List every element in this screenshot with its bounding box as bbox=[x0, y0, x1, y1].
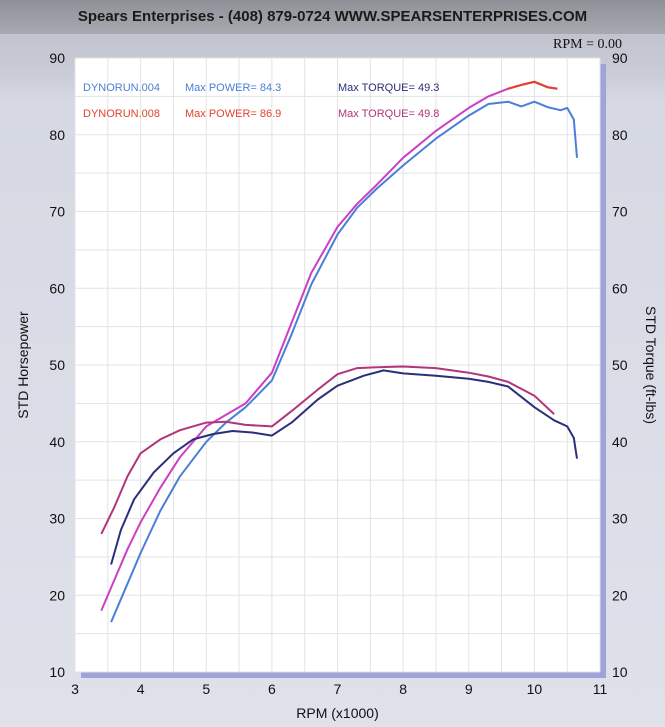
series-line-dynorun-004-power bbox=[110, 100, 578, 623]
x-axis-title: RPM (x1000) bbox=[296, 705, 378, 721]
rpm-readout: RPM = 0.00 bbox=[553, 37, 622, 52]
x-tick-label: 9 bbox=[465, 681, 473, 697]
series-line-dynorun-004-torque bbox=[110, 369, 578, 565]
y2-tick-label: 10 bbox=[612, 664, 628, 680]
x-tick-label: 8 bbox=[399, 681, 407, 697]
grid-lines bbox=[74, 57, 601, 673]
y-tick-label: 70 bbox=[49, 204, 65, 220]
y2-tick-label: 80 bbox=[612, 127, 628, 143]
y2-tick-label: 70 bbox=[612, 204, 628, 220]
x-tick-label: 3 bbox=[71, 681, 79, 697]
legend-max-torque-008: Max TORQUE= 49.8 bbox=[338, 108, 439, 120]
y2-tick-label: 40 bbox=[612, 434, 628, 450]
legend-max-power-008: Max POWER= 86.9 bbox=[185, 108, 281, 120]
y-tick-label: 90 bbox=[49, 50, 65, 66]
y-tick-label: 80 bbox=[49, 127, 65, 143]
x-tick-label: 7 bbox=[334, 681, 342, 697]
y2-tick-label: 90 bbox=[612, 50, 628, 66]
y-tick-label: 10 bbox=[49, 664, 65, 680]
chart-title: Spears Enterprises - (408) 879-0724 WWW.… bbox=[77, 8, 588, 25]
x-tick-label: 11 bbox=[593, 681, 608, 697]
y-tick-label: 50 bbox=[49, 357, 65, 373]
y-tick-label: 20 bbox=[49, 587, 65, 603]
y2-tick-label: 50 bbox=[612, 357, 628, 373]
series-line-dynorun-008-torque bbox=[100, 365, 555, 535]
y2-tick-label: 20 bbox=[612, 587, 628, 603]
x-tick-label: 4 bbox=[137, 681, 145, 697]
y-axis-title: STD Horsepower bbox=[15, 311, 31, 419]
series-layer bbox=[100, 80, 578, 623]
legend-run-004: DYNORUN.004 bbox=[83, 82, 160, 94]
y-tick-label: 60 bbox=[49, 280, 65, 296]
y2-axis-title: STD Torque (ft-lbs) bbox=[643, 306, 659, 424]
series-peak-dynorun-008-power bbox=[507, 80, 558, 90]
x-tick-label: 5 bbox=[202, 681, 210, 697]
legend-run-008: DYNORUN.008 bbox=[83, 108, 160, 120]
legend: DYNORUN.004 Max POWER= 84.3 Max TORQUE= … bbox=[83, 82, 439, 120]
y2-tick-label: 30 bbox=[612, 511, 628, 527]
y-tick-label: 40 bbox=[49, 434, 65, 450]
x-tick-label: 10 bbox=[527, 681, 543, 697]
y-tick-label: 30 bbox=[49, 511, 65, 527]
x-tick-label: 6 bbox=[268, 681, 276, 697]
y2-tick-label: 60 bbox=[612, 280, 628, 296]
legend-max-torque-004: Max TORQUE= 49.3 bbox=[338, 82, 439, 94]
legend-max-power-004: Max POWER= 84.3 bbox=[185, 82, 281, 94]
chart-header bbox=[0, 0, 665, 34]
